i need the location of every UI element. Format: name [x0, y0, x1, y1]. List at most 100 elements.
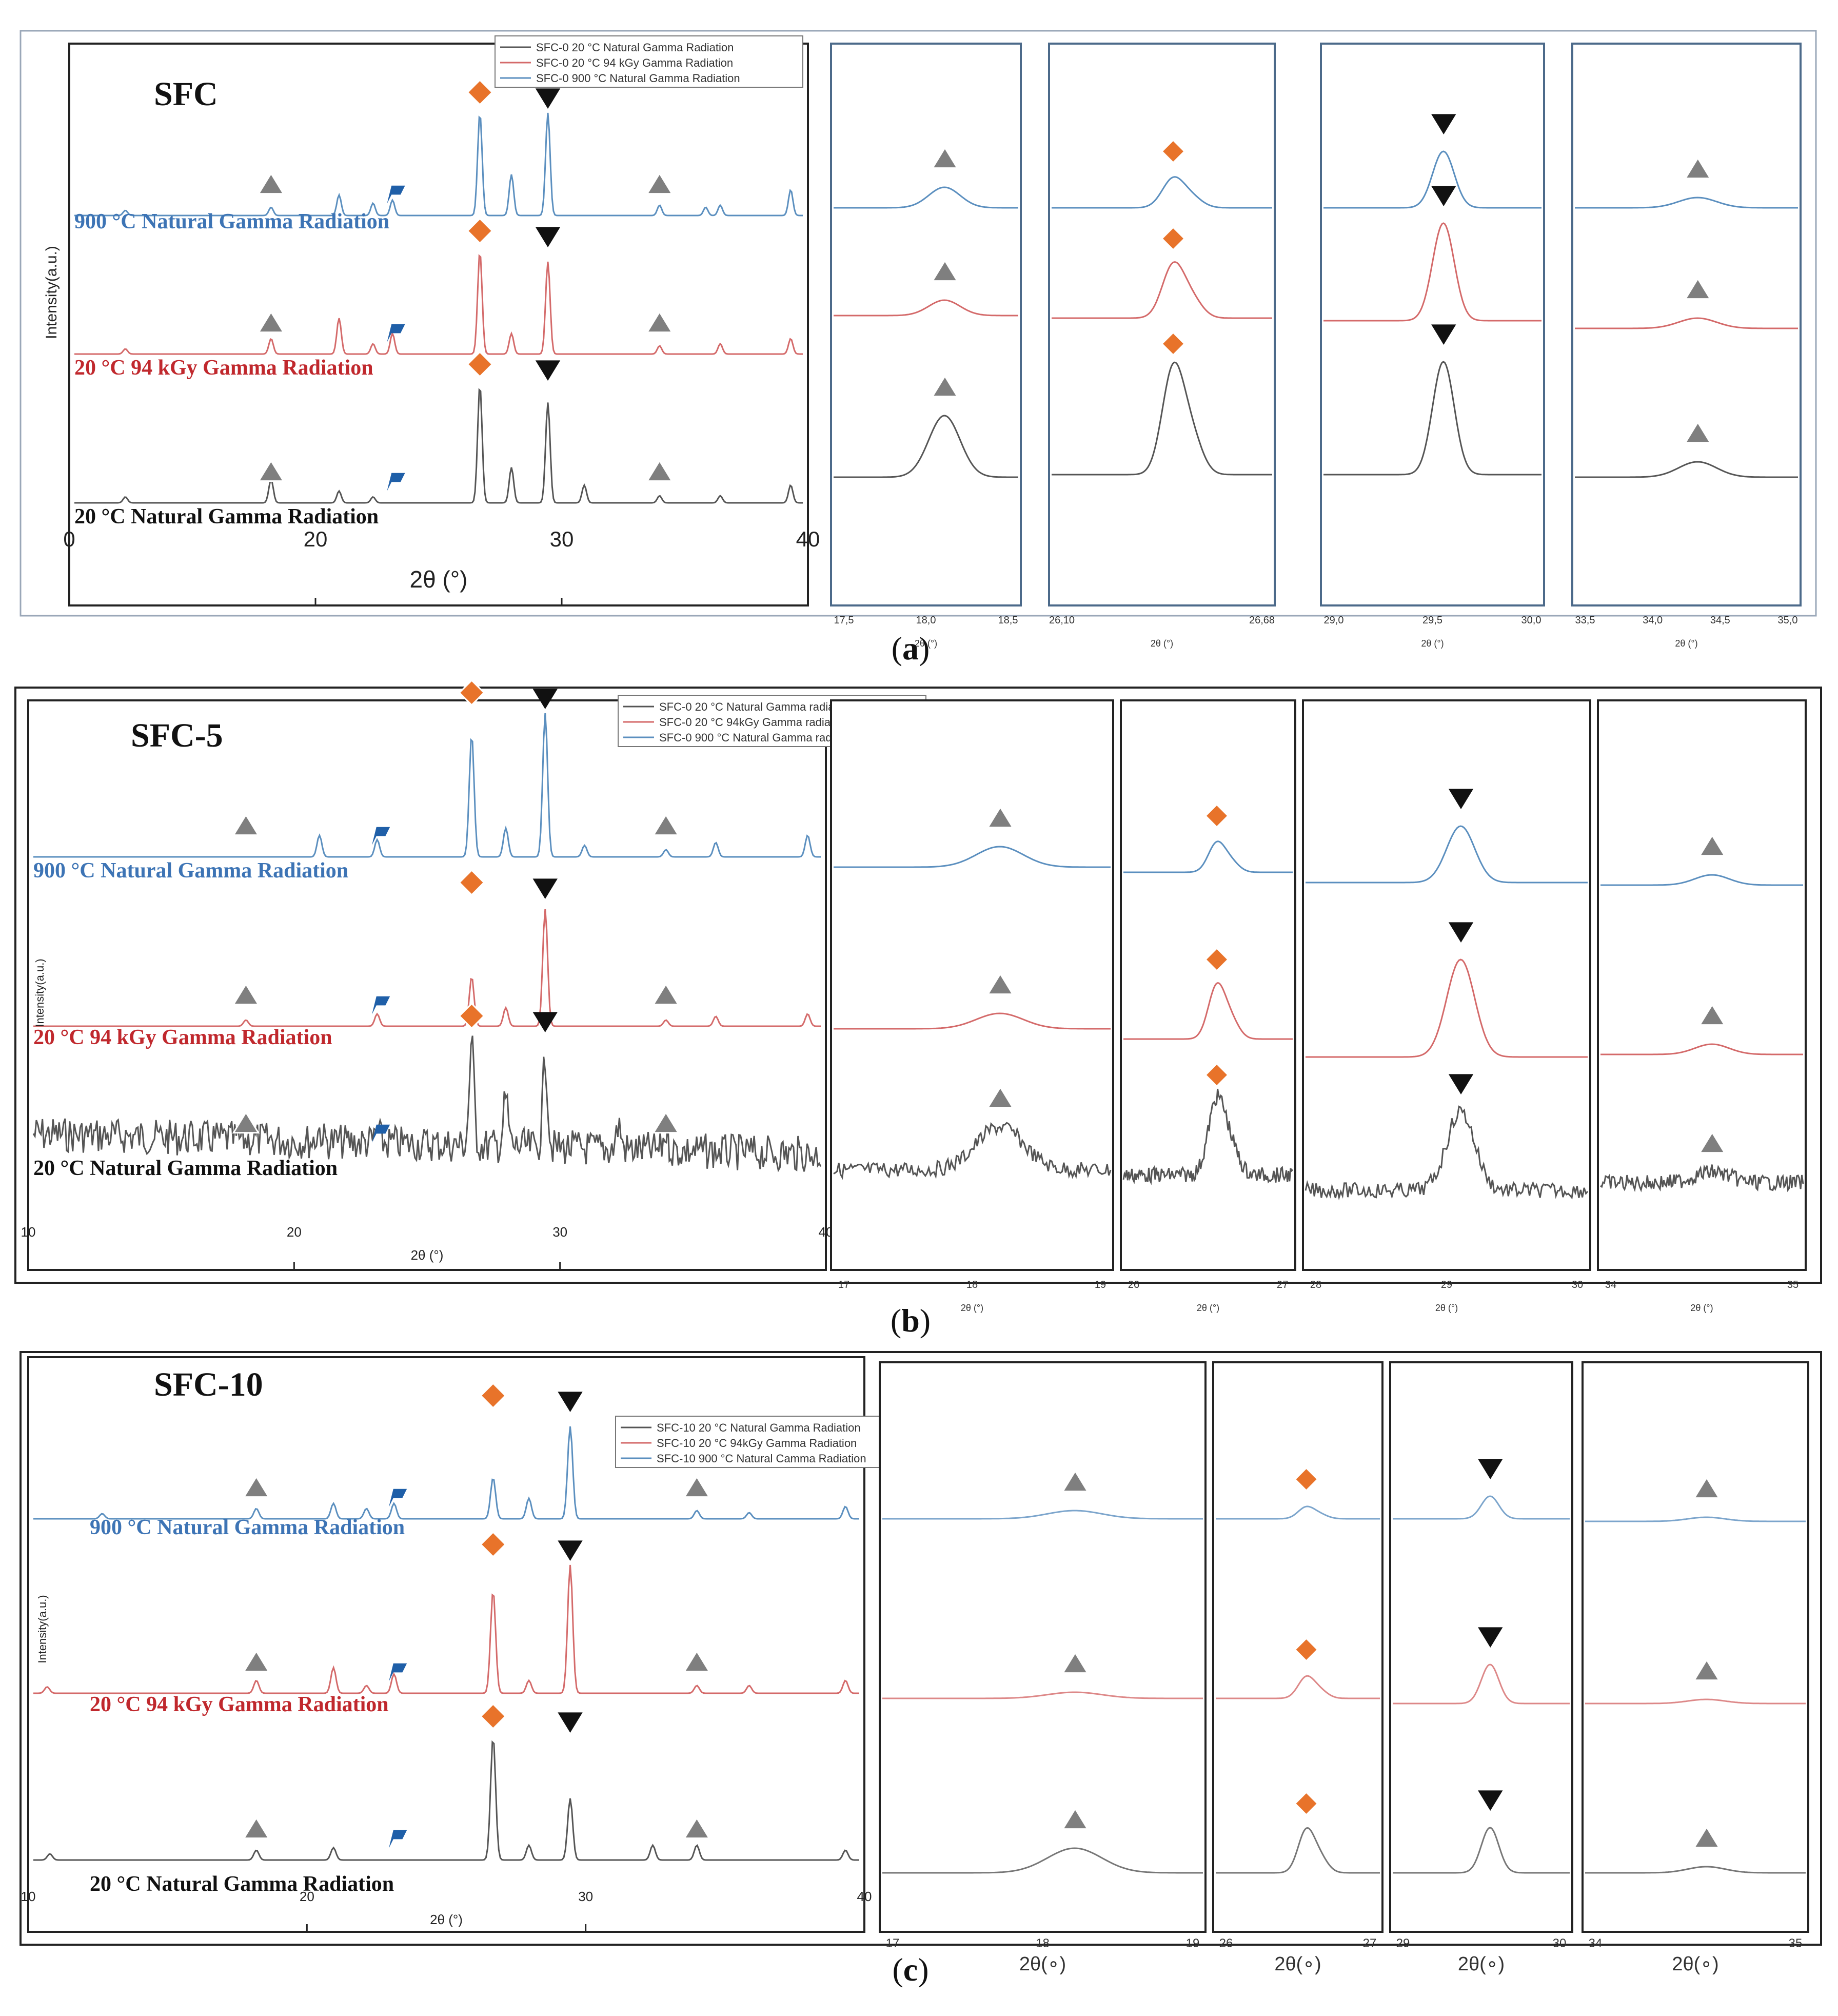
zoom-panel-4: 34 35 2θ (°) [1597, 699, 1807, 1313]
diffraction-curve [74, 254, 803, 355]
zoom-curve [1216, 1505, 1380, 1520]
legend-entry: SFC-10 20 °C Natural Gamma Radiation [657, 1421, 861, 1434]
y-axis-label: Intensity(a.u.) [43, 246, 60, 339]
zoom-panel-4: 34 35 2θ(∘) [1582, 1361, 1809, 1975]
sample-title: SFC-10 [154, 1366, 263, 1403]
caption-letter: b [901, 1302, 920, 1339]
caption-open: ( [891, 1302, 901, 1339]
x-tick-label: 40 [796, 527, 820, 551]
zoom-phase-marker [1061, 1651, 1089, 1674]
zoom-axis-label: 2θ(∘) [1672, 1953, 1718, 1975]
phase-marker-triangle [683, 1475, 711, 1498]
phase-marker-triangle [652, 1111, 680, 1134]
zoom-phase-marker [1431, 186, 1456, 206]
zoom-curve [1575, 197, 1798, 209]
zoom-curve [834, 415, 1018, 478]
zoom-curve [1585, 1516, 1806, 1522]
zoom-phase-marker [1294, 1466, 1319, 1492]
caption-close: ) [918, 1951, 928, 1988]
zoom-curve [833, 1122, 1112, 1180]
phase-marker-triangle-down [532, 878, 558, 899]
x-tick-label: 20 [287, 1224, 302, 1240]
phase-marker-triangle [232, 1111, 260, 1134]
x-tick-label: 40 [857, 1889, 872, 1904]
legend-box [615, 1416, 924, 1468]
zoom-tick-label: 30 [1553, 1936, 1567, 1950]
zoom-curve [1393, 1827, 1570, 1874]
zoom-curve [1600, 1043, 1803, 1055]
zoom-curve [882, 1691, 1203, 1699]
zoom-tick-label: 17 [838, 1279, 849, 1290]
zoom-axis-label: 2θ(∘) [1019, 1953, 1066, 1975]
zoom-phase-marker [1478, 1459, 1503, 1479]
zoom-tick-label: 19 [1095, 1279, 1106, 1290]
zoom-curve [1393, 1663, 1570, 1705]
phase-marker-flag [389, 1489, 407, 1507]
zoom-curve [1585, 1866, 1806, 1874]
zoom-tick-label: 33,5 [1575, 615, 1595, 626]
zoom-axis-label: 2θ (°) [1435, 1303, 1458, 1313]
zoom-axis-label: 2θ (°) [1421, 638, 1444, 649]
phase-marker-triangle [683, 1650, 711, 1673]
zoom-tick-label: 26 [1128, 1279, 1139, 1290]
phase-marker-diamond [458, 1002, 485, 1030]
zoom-phase-marker [1448, 789, 1474, 809]
curve-label: 20 °C Natural Gamma Radiation [90, 1872, 394, 1896]
caption-letter: a [902, 630, 919, 667]
zoom-phase-marker [1684, 156, 1712, 180]
zoom-panel-frame [1048, 43, 1276, 606]
zoom-phase-marker [1204, 803, 1230, 829]
zoom-tick-label: 34 [1589, 1936, 1603, 1950]
phase-marker-triangle [645, 310, 674, 334]
zoom-tick-label: 28 [1310, 1279, 1321, 1290]
zoom-curve [1323, 150, 1541, 209]
zoom-tick-label: 34 [1605, 1279, 1616, 1290]
zoom-curve [1052, 261, 1272, 319]
x-axis-label: 2θ (°) [410, 566, 468, 593]
zoom-curve [1123, 840, 1293, 873]
zoom-phase-marker [1698, 834, 1726, 857]
phase-marker-diamond [458, 679, 485, 707]
legend-entry: SFC-0 900 °C Natural Gamma radiation [659, 731, 859, 744]
phase-marker-triangle [652, 813, 680, 836]
curve-label: 900 °C Natural Gamma Radiation [33, 859, 348, 883]
zoom-curve [834, 846, 1111, 868]
zoom-phase-marker [1693, 1476, 1721, 1499]
diffraction-curve [74, 112, 803, 217]
zoom-tick-label: 29 [1396, 1936, 1410, 1950]
zoom-tick-label: 27 [1277, 1279, 1288, 1290]
zoom-curve [834, 299, 1018, 317]
zoom-curve [882, 1847, 1203, 1874]
zoom-tick-label: 26,10 [1049, 615, 1075, 626]
phase-marker-triangle-down [558, 1540, 583, 1561]
legend-entry: SFC-0 20 °C Natural Gamma radiation [659, 700, 853, 713]
zoom-phase-marker [1160, 226, 1186, 251]
sample-title: SFC [154, 75, 218, 113]
y-axis-label: Intensity(a.u.) [33, 958, 46, 1027]
x-tick-label: 10 [21, 1224, 36, 1240]
phase-marker-diamond [466, 217, 493, 245]
zoom-panel-frame [1120, 699, 1296, 1271]
x-tick-label: 30 [550, 527, 574, 551]
sample-title: SFC-5 [131, 717, 223, 754]
panel-caption: (b) [891, 1302, 931, 1339]
phase-marker-triangle [645, 459, 674, 482]
zoom-phase-marker [1684, 277, 1712, 300]
phase-marker-triangle-down [558, 1712, 583, 1733]
phase-marker-triangle [232, 813, 260, 836]
zoom-curve [1305, 1105, 1589, 1201]
zoom-panel-frame [1571, 43, 1802, 606]
zoom-curve [1052, 176, 1272, 209]
zoom-tick-label: 35 [1789, 1936, 1803, 1950]
phase-marker-flag [387, 324, 405, 342]
zoom-curve [1216, 1675, 1380, 1699]
zoom-tick-label: 17 [886, 1936, 900, 1950]
diffraction-curve [32, 1035, 822, 1172]
phase-marker-flag [387, 473, 405, 491]
phase-marker-diamond [458, 869, 485, 896]
panel-c: SFC-10 SFC-10 20 °C Natural Gamma Radiati… [19, 1351, 1822, 1988]
zoom-tick-label: 17,5 [834, 615, 854, 626]
zoom-phase-marker [1448, 922, 1474, 943]
zoom-tick-label: 18 [1036, 1936, 1050, 1950]
